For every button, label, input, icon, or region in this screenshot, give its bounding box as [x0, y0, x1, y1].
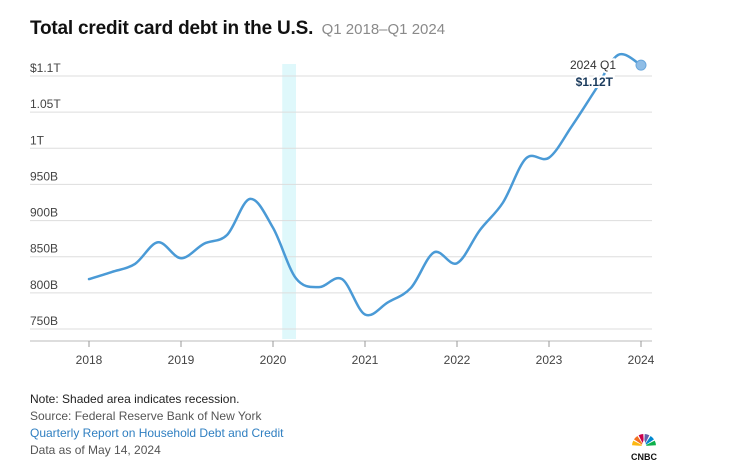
x-tick-label: 2024	[628, 353, 655, 367]
x-tick-label: 2019	[168, 353, 195, 367]
cnbc-logo-text: CNBC	[631, 452, 657, 462]
chart-subtitle: Q1 2018–Q1 2024	[321, 21, 446, 38]
y-tick-label: 950B	[30, 169, 58, 183]
data-date: Data as of May 14, 2024	[30, 443, 161, 457]
y-tick-label: $1.1T	[30, 61, 61, 75]
chart-footer: Note: Shaded area indicates recession. S…	[30, 391, 283, 459]
chart-title-row: Total credit card debt in the U.S. Q1 20…	[30, 18, 445, 40]
x-tick-label: 2022	[444, 353, 471, 367]
series-line-credit-card-debt	[87, 52, 643, 317]
x-tick-label: 2020	[260, 353, 287, 367]
annotation-period: 2024 Q1	[570, 58, 616, 72]
y-tick-label: 1.05T	[30, 97, 61, 111]
peacock-feather	[632, 440, 644, 446]
x-tick-label: 2018	[76, 353, 103, 367]
endpoint-marker	[635, 59, 647, 71]
y-tick-label: 1T	[30, 133, 45, 147]
peacock-icon	[632, 434, 656, 446]
peacock-feather	[644, 435, 655, 446]
source-credit: Source: Federal Reserve Bank of New York	[30, 409, 262, 423]
y-tick-label: 750B	[30, 314, 58, 328]
y-tick-label: 900B	[30, 206, 58, 220]
y-tick-label: 800B	[30, 278, 58, 292]
cnbc-logo: CNBC	[631, 434, 657, 462]
x-tick-label: 2023	[536, 353, 563, 367]
peacock-feather	[644, 440, 656, 446]
peacock-feather	[633, 435, 644, 446]
line-chart: 750B 800B 850B 900B 950B 1T 1.05T $1.1T 2018 2019…	[30, 52, 655, 367]
source-report-link[interactable]: Quarterly Report on Household Debt and C…	[30, 426, 284, 440]
recession-band	[282, 64, 296, 339]
footnote: Note: Shaded area indicates recession.	[30, 392, 240, 406]
peacock-body	[641, 439, 647, 446]
x-tick-label: 2021	[352, 353, 379, 367]
annotation-value: $1.12T	[576, 75, 614, 89]
y-tick-label: 850B	[30, 242, 58, 256]
chart-title: Total credit card debt in the U.S.	[30, 18, 314, 39]
